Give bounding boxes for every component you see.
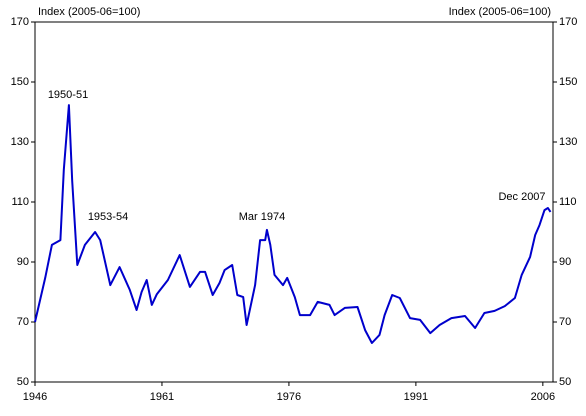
annotation: 1950-51 — [48, 89, 88, 101]
x-tick-label: 2006 — [531, 391, 555, 403]
y-tick-label: 70 — [17, 316, 29, 328]
annotation: Dec 2007 — [498, 191, 545, 203]
y2-tick-label: 50 — [559, 376, 571, 388]
y-tick-label: 170 — [11, 16, 29, 28]
annotation: 1953-54 — [88, 211, 128, 223]
y2-tick-label: 170 — [559, 16, 577, 28]
x-tick-label: 1991 — [404, 391, 428, 403]
x-tick-label: 1961 — [150, 391, 174, 403]
x-tick-label: 1976 — [277, 391, 301, 403]
y-tick-label: 50 — [17, 376, 29, 388]
x-tick-label: 1946 — [23, 391, 47, 403]
y-tick-label: 110 — [11, 196, 29, 208]
y-tick-label: 90 — [17, 256, 29, 268]
y-tick-label: 150 — [11, 76, 29, 88]
y2-tick-label: 130 — [559, 136, 577, 148]
line-series — [34, 104, 552, 344]
y2-tick-label: 110 — [559, 196, 577, 208]
y2-tick-label: 150 — [559, 76, 577, 88]
annotation: Mar 1974 — [239, 211, 285, 223]
y2-axis-label: Index (2005-06=100) — [449, 6, 551, 18]
y2-tick-label: 90 — [559, 256, 571, 268]
y-tick-label: 130 — [11, 136, 29, 148]
y2-tick-label: 70 — [559, 316, 571, 328]
y-axis-label: Index (2005-06=100) — [38, 6, 140, 18]
